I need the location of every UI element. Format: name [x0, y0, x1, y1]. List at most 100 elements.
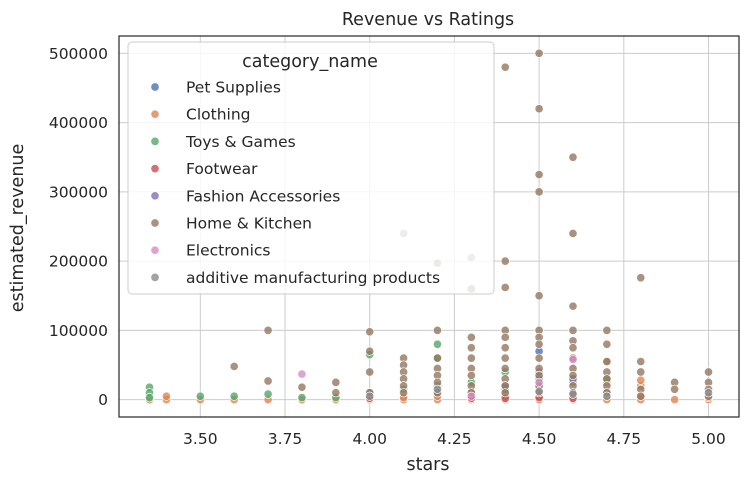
data-point: [500, 388, 510, 398]
data-point: [466, 391, 476, 401]
legend-label: Fashion Accessories: [186, 187, 340, 205]
data-point: [365, 391, 375, 401]
y-axis-title: estimated_revenue: [8, 144, 28, 313]
data-point: [534, 353, 544, 363]
data-point: [466, 370, 476, 380]
x-tick-label: 3.75: [268, 430, 303, 448]
legend-label: Pet Supplies: [186, 79, 281, 97]
data-point: [466, 343, 476, 353]
legend-marker: [150, 136, 160, 146]
data-point: [500, 256, 510, 266]
x-tick-labels: 3.50 3.75 4.00 4.25 4.50 4.75 5.00: [183, 430, 726, 448]
data-points: [144, 48, 714, 405]
legend: category_name Pet Supplies Clothing Toys &…: [127, 41, 495, 295]
x-tick-label: 5.00: [691, 430, 726, 448]
data-point: [670, 384, 680, 394]
data-point: [568, 152, 578, 162]
data-point: [500, 343, 510, 353]
data-point: [534, 48, 544, 58]
data-point: [534, 291, 544, 301]
data-point: [636, 357, 646, 367]
data-point: [500, 62, 510, 72]
data-point: [568, 301, 578, 311]
legend-label: Toys & Games: [185, 133, 296, 151]
data-point: [500, 353, 510, 363]
data-point: [602, 325, 612, 335]
data-point: [263, 325, 273, 335]
data-point: [534, 169, 544, 180]
data-point: [568, 389, 578, 399]
data-point: [466, 353, 476, 363]
legend-label: Home & Kitchen: [186, 215, 312, 233]
legend-marker: [150, 82, 160, 92]
data-point: [568, 354, 578, 365]
data-point: [331, 377, 341, 387]
data-point: [636, 273, 646, 283]
data-point: [331, 388, 341, 398]
data-point: [432, 384, 443, 394]
data-point: [432, 339, 443, 349]
legend-marker: [150, 109, 160, 119]
data-point: [500, 332, 510, 342]
x-tick-label: 4.00: [352, 430, 387, 448]
data-point: [602, 391, 612, 401]
data-point: [432, 353, 443, 363]
legend-label: Clothing: [186, 106, 250, 124]
data-point: [703, 388, 714, 398]
plot-frame: [118, 35, 740, 418]
legend-label: Footwear: [186, 160, 258, 178]
legend-items: Pet Supplies Clothing Toys & Games Footwear…: [150, 79, 440, 287]
legend-marker: [150, 245, 160, 255]
data-point: [297, 369, 307, 379]
data-point: [263, 389, 273, 399]
data-point: [399, 388, 409, 398]
x-tick-label: 3.50: [183, 430, 218, 448]
data-point: [703, 367, 714, 377]
data-point: [568, 228, 578, 238]
data-point: [500, 282, 510, 293]
y-tick-label: 0: [98, 391, 108, 409]
legend-label: Electronics: [186, 242, 270, 260]
data-point: [602, 357, 612, 367]
data-point: [534, 386, 544, 396]
x-axis-title: stars: [406, 455, 449, 475]
y-tick-label: 200000: [49, 253, 108, 271]
data-point: [534, 339, 544, 349]
data-point: [229, 391, 239, 401]
x-tick-label: 4.50: [522, 430, 557, 448]
y-tick-label: 100000: [49, 322, 108, 340]
data-point: [568, 370, 578, 380]
data-point: [365, 346, 375, 356]
data-point: [534, 377, 544, 387]
y-tick-labels: 0 100000 200000 300000 400000 500000: [49, 45, 108, 409]
data-point: [568, 343, 578, 353]
y-tick-label: 300000: [49, 183, 108, 201]
data-point: [534, 104, 544, 114]
legend-box: [127, 41, 495, 295]
data-point: [636, 367, 646, 377]
y-tick-label: 400000: [49, 114, 108, 132]
data-point: [297, 382, 307, 392]
legend-marker: [150, 164, 160, 174]
data-point: [466, 332, 476, 342]
data-point: [568, 325, 578, 335]
chart-title: Revenue vs Ratings: [342, 10, 514, 30]
legend-marker: [150, 191, 160, 201]
data-point: [670, 395, 680, 405]
data-point: [365, 367, 375, 377]
data-point: [297, 393, 307, 403]
legend-label: additive manufacturing products: [186, 269, 440, 287]
legend-marker: [150, 272, 160, 282]
data-point: [144, 393, 155, 403]
data-point: [500, 363, 510, 374]
data-point: [534, 187, 544, 197]
data-point: [636, 391, 646, 401]
data-point: [263, 376, 273, 386]
data-point: [161, 391, 171, 401]
data-point: [195, 391, 205, 401]
x-tick-label: 4.75: [607, 430, 642, 448]
data-point: [229, 361, 239, 371]
data-point: [432, 325, 443, 335]
legend-title: category_name: [242, 52, 378, 72]
